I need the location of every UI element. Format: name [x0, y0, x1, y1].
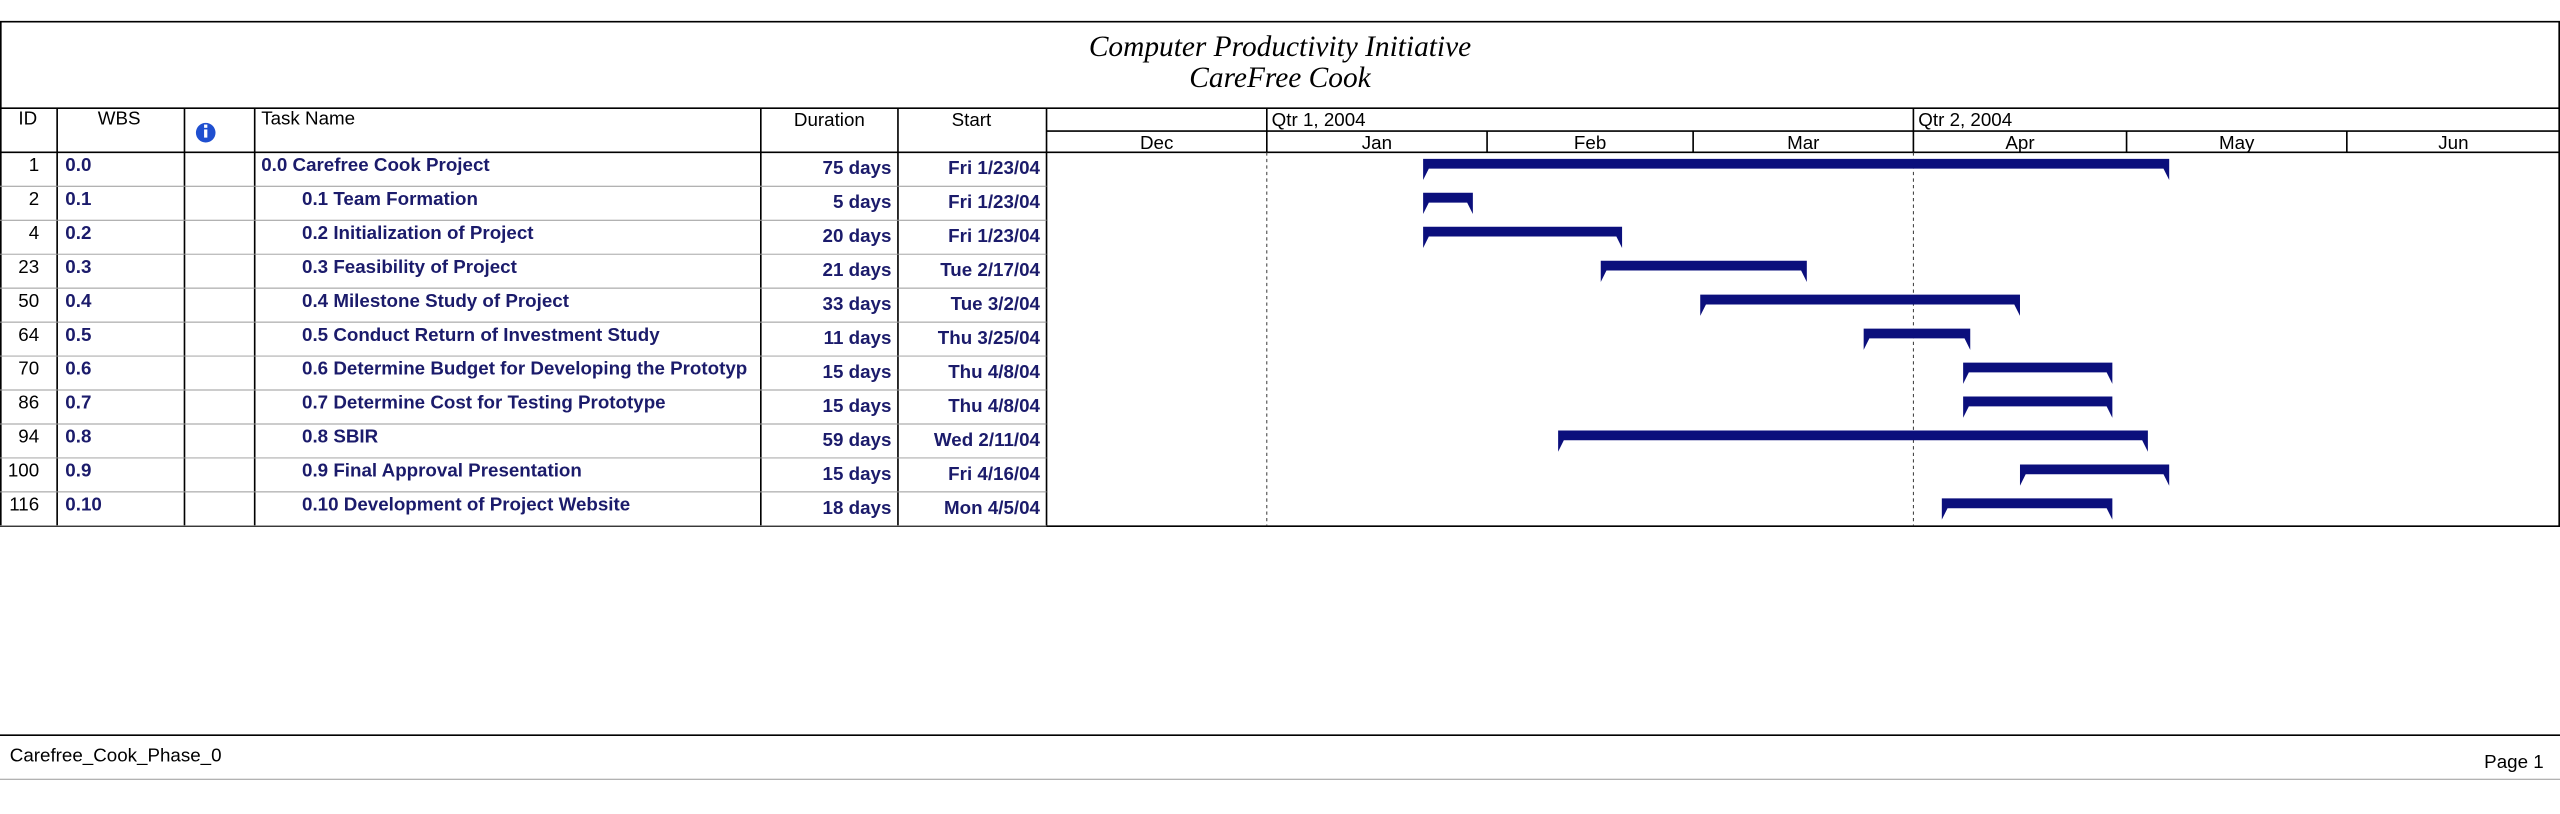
column-header: WBS	[98, 108, 141, 129]
task-start: Fri 4/16/04	[948, 463, 1040, 484]
task-duration: 21 days	[823, 259, 892, 280]
month-label: May	[2219, 132, 2255, 153]
task-wbs: 0.6	[65, 358, 91, 379]
task-name: 0.9 Final Approval Presentation	[302, 460, 582, 481]
task-duration: 15 days	[823, 395, 892, 416]
task-name: 0.4 Milestone Study of Project	[302, 290, 570, 311]
task-duration: 75 days	[823, 157, 892, 178]
task-bar	[1963, 362, 2113, 384]
quarter-label: Qtr 1, 2004	[1272, 109, 1366, 130]
chart-title: Computer Productivity Initiative	[1089, 31, 1471, 63]
task-bar	[1963, 396, 2113, 418]
month-label: Apr	[2005, 132, 2034, 153]
task-wbs: 0.1	[65, 188, 91, 209]
task-id: 100	[8, 460, 39, 481]
task-start: Thu 4/8/04	[948, 361, 1040, 382]
column-header: Task Name	[261, 108, 355, 129]
task-start: Fri 1/23/04	[948, 225, 1040, 246]
task-id: 4	[29, 222, 39, 243]
task-wbs: 0.8	[65, 426, 91, 447]
task-wbs: 0.4	[65, 290, 92, 311]
task-name: 0.3 Feasibility of Project	[302, 256, 518, 277]
task-id: 23	[18, 256, 39, 277]
task-id: 70	[18, 358, 39, 379]
task-start: Thu 3/25/04	[938, 327, 1041, 348]
column-header: Start	[952, 109, 992, 130]
task-bar	[1941, 498, 2113, 520]
task-id: 116	[9, 494, 39, 515]
task-bar	[1423, 192, 1473, 215]
task-name: 0.5 Conduct Return of Investment Study	[302, 324, 660, 345]
task-wbs: 0.7	[65, 392, 91, 413]
task-id: 94	[18, 426, 39, 447]
month-label: Jun	[2438, 132, 2468, 153]
task-wbs: 0.9	[65, 460, 91, 481]
table-frame	[0, 20, 2560, 527]
task-duration: 20 days	[823, 225, 892, 246]
task-start: Thu 4/8/04	[948, 395, 1040, 416]
task-duration: 59 days	[823, 429, 892, 450]
column-header: Duration	[794, 109, 865, 130]
month-label: Feb	[1574, 132, 1606, 153]
task-wbs: 0.3	[65, 256, 91, 277]
task-id: 1	[29, 154, 39, 175]
task-duration: 15 days	[823, 361, 892, 382]
quarter-label: Qtr 2, 2004	[1918, 109, 2012, 130]
task-id: 64	[18, 324, 39, 345]
task-wbs: 0.10	[65, 494, 102, 515]
task-bar	[1863, 328, 1971, 350]
task-duration: 18 days	[823, 497, 892, 518]
footer-right: Page 1	[2484, 751, 2543, 772]
column-lines	[56, 108, 1048, 527]
task-id: 2	[29, 188, 39, 209]
task-bar	[1558, 430, 2148, 452]
task-name: 0.7 Determine Cost for Testing Prototype	[302, 392, 666, 413]
task-bar	[1423, 158, 2170, 181]
task-bar	[1600, 260, 1807, 282]
chart-subtitle: CareFree Cook	[1189, 62, 1371, 94]
task-start: Mon 4/5/04	[944, 497, 1041, 518]
task-id: 86	[18, 392, 39, 413]
month-label: Dec	[1140, 132, 1173, 153]
task-name: 0.8 SBIR	[302, 426, 379, 447]
task-name: 0.2 Initialization of Project	[302, 222, 534, 243]
month-label: Jan	[1362, 132, 1392, 153]
task-name: 0.10 Development of Project Website	[302, 494, 630, 515]
footer-left: Carefree_Cook_Phase_0	[10, 744, 222, 766]
task-start: Fri 1/23/04	[948, 157, 1040, 178]
task-duration: 5 days	[833, 191, 891, 212]
task-name: 0.6 Determine Budget for Developing the …	[302, 358, 747, 379]
task-bar	[1700, 294, 2020, 316]
task-id: 50	[18, 290, 39, 311]
task-duration: 15 days	[823, 463, 892, 484]
column-header: ID	[18, 108, 37, 129]
task-start: Tue 3/2/04	[951, 293, 1041, 314]
task-bar	[1423, 226, 1623, 248]
task-wbs: 0.0	[65, 154, 91, 175]
task-name: 0.0 Carefree Cook Project	[261, 154, 490, 175]
month-label: Mar	[1787, 132, 1819, 153]
task-start: Wed 2/11/04	[934, 429, 1041, 450]
task-wbs: 0.5	[65, 324, 91, 345]
task-start: Tue 2/17/04	[940, 259, 1040, 280]
info-icon	[195, 122, 216, 143]
task-wbs: 0.2	[65, 222, 91, 243]
task-bar	[2019, 464, 2170, 486]
task-duration: 33 days	[823, 293, 892, 314]
task-duration: 11 days	[824, 327, 892, 348]
task-start: Fri 1/23/04	[948, 191, 1040, 212]
task-name: 0.1 Team Formation	[302, 188, 478, 209]
